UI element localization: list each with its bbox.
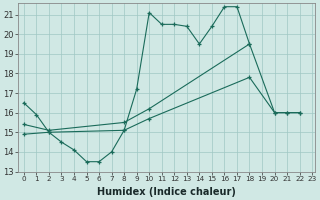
- X-axis label: Humidex (Indice chaleur): Humidex (Indice chaleur): [97, 187, 236, 197]
